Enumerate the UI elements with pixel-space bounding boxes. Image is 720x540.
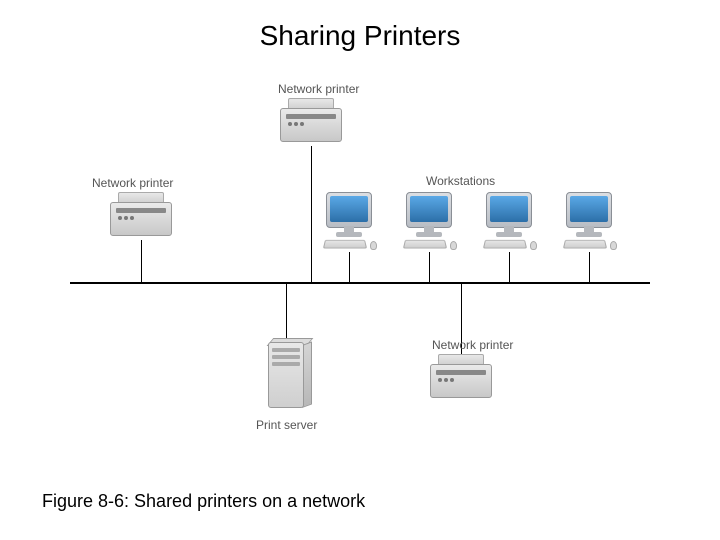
- figure-caption: Figure 8-6: Shared printers on a network: [42, 491, 365, 512]
- drop-server: [286, 282, 287, 342]
- page-title: Sharing Printers: [0, 20, 720, 52]
- drop-ws4: [589, 252, 590, 282]
- drop-ws2: [429, 252, 430, 282]
- printer-icon: [280, 98, 342, 146]
- workstation-icon: [480, 192, 538, 252]
- bus-line: [70, 282, 650, 284]
- workstation-icon: [560, 192, 618, 252]
- drop-ws3: [509, 252, 510, 282]
- label-print-server: Print server: [256, 418, 317, 432]
- label-printer-left: Network printer: [92, 176, 173, 190]
- drop-printer-left: [141, 240, 142, 282]
- label-printer-right: Network printer: [432, 338, 513, 352]
- network-diagram: Network printer Network printer Workstat…: [70, 62, 650, 462]
- server-icon: [260, 342, 314, 412]
- label-workstations: Workstations: [426, 174, 495, 188]
- label-printer-top: Network printer: [278, 82, 359, 96]
- drop-ws1: [349, 252, 350, 282]
- printer-icon: [110, 192, 172, 240]
- workstation-icon: [320, 192, 378, 252]
- printer-icon: [430, 354, 492, 402]
- workstation-icon: [400, 192, 458, 252]
- drop-printer-top: [311, 146, 312, 282]
